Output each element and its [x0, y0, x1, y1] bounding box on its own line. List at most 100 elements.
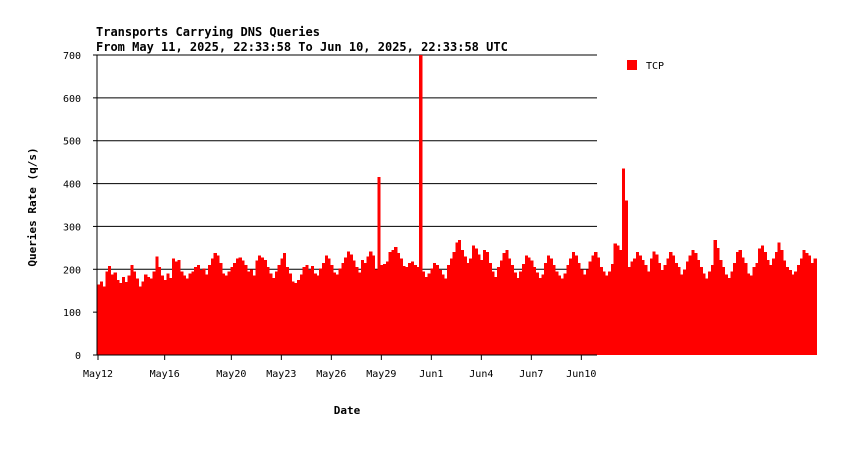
tcp-bar [724, 274, 728, 355]
tcp-bar [338, 268, 342, 355]
tcp-bar [749, 275, 753, 355]
x-tick-label: May12 [83, 369, 113, 380]
tcp-bar [358, 272, 362, 355]
tcp-bar [547, 255, 551, 355]
tcp-bar [577, 262, 581, 355]
tcp-bar [677, 267, 681, 355]
tcp-bar [197, 265, 201, 355]
tcp-bar [810, 262, 815, 355]
tcp-bar [138, 286, 142, 355]
tcp-bar [122, 277, 126, 355]
tcp-bar [374, 269, 378, 355]
tcp-bar [383, 264, 387, 355]
tcp-bar [530, 260, 534, 355]
tcp-bar [763, 252, 767, 355]
tcp-bar [355, 267, 359, 355]
tcp-bar [616, 245, 620, 355]
tcp-bar [508, 258, 512, 355]
tcp-bar [116, 280, 120, 355]
tcp-bar [519, 271, 523, 355]
tcp-bar [277, 265, 281, 355]
tcp-bar [283, 253, 287, 355]
tcp-bar [610, 264, 615, 355]
tcp-bar [449, 258, 453, 355]
tcp-bar [285, 267, 290, 355]
tcp-bar [683, 269, 687, 355]
chart-subtitle: From May 11, 2025, 22:33:58 To Jun 10, 2… [96, 40, 508, 54]
tcp-bar [319, 268, 323, 355]
tcp-bar [174, 261, 178, 355]
tcp-bar [399, 258, 403, 355]
tcp-bar [497, 267, 501, 355]
tcp-bar [227, 271, 231, 355]
tcp-bar [99, 281, 103, 355]
tcp-bar [299, 274, 303, 355]
tcp-bar [280, 258, 284, 355]
tcp-bar [730, 271, 734, 355]
tcp-bar [585, 269, 590, 355]
tcp-bar [463, 256, 467, 355]
tcp-bar [799, 258, 803, 355]
tcp-bar [485, 252, 490, 355]
tcp-bar [469, 258, 473, 355]
tcp-bar [391, 250, 395, 355]
tcp-bar [644, 265, 648, 355]
y-tick-label: 0 [75, 351, 81, 362]
tcp-bar [785, 267, 790, 355]
tcp-bar [230, 267, 234, 355]
tcp-bar [130, 265, 134, 355]
tcp-bar [216, 255, 220, 355]
tcp-bar [744, 262, 748, 355]
tcp-bar [352, 260, 356, 355]
tcp-bar [97, 284, 101, 355]
tcp-bar [327, 258, 331, 355]
tcp-bar [269, 273, 273, 355]
tcp-bar [735, 252, 740, 355]
tcp-bar [260, 257, 265, 355]
tcp-bar [188, 273, 192, 355]
tcp-bar [502, 253, 506, 355]
tcp-bar [633, 258, 637, 355]
tcp-bar [783, 260, 787, 355]
tcp-bar [652, 251, 656, 355]
tcp-bar [105, 271, 109, 355]
tcp-bar [535, 272, 540, 355]
tcp-bar [455, 242, 459, 355]
tcp-bar [333, 272, 337, 355]
tcp-bar [533, 267, 537, 355]
tcp-bar [513, 272, 517, 355]
tcp-bar [480, 259, 484, 355]
tcp-bar [802, 250, 806, 355]
tcp-bar [194, 267, 198, 355]
y-tick-label: 500 [63, 137, 81, 148]
tcp-bar [483, 250, 487, 355]
tcp-bar [524, 255, 528, 355]
tcp-bar [647, 271, 651, 355]
tcp-bar [808, 255, 812, 355]
tcp-bar [447, 265, 451, 355]
tcp-bar [438, 270, 442, 355]
tcp-bar [649, 258, 653, 355]
tcp-bar [788, 270, 792, 355]
tcp-bar [402, 265, 406, 355]
tcp-bar [572, 252, 576, 355]
x-tick-label: May26 [316, 369, 346, 380]
tcp-bar [522, 264, 526, 355]
tcp-bar [466, 262, 470, 355]
tcp-bar [405, 267, 409, 355]
tcp-bar [549, 258, 553, 355]
tcp-bar [638, 255, 642, 355]
tcp-bar [238, 257, 242, 355]
y-tick-label: 400 [63, 180, 81, 191]
tcp-bar [580, 269, 584, 355]
tcp-bar [716, 247, 720, 355]
tcp-bar [349, 254, 353, 355]
tcp-bar [635, 252, 640, 355]
tcp-bar [672, 255, 676, 355]
y-tick-label: 600 [63, 94, 81, 105]
tcp-bar [372, 255, 376, 355]
tcp-bar [363, 262, 367, 355]
tcp-bar [222, 273, 226, 355]
tcp-bar [274, 271, 278, 355]
x-tick-label: May16 [150, 369, 180, 380]
